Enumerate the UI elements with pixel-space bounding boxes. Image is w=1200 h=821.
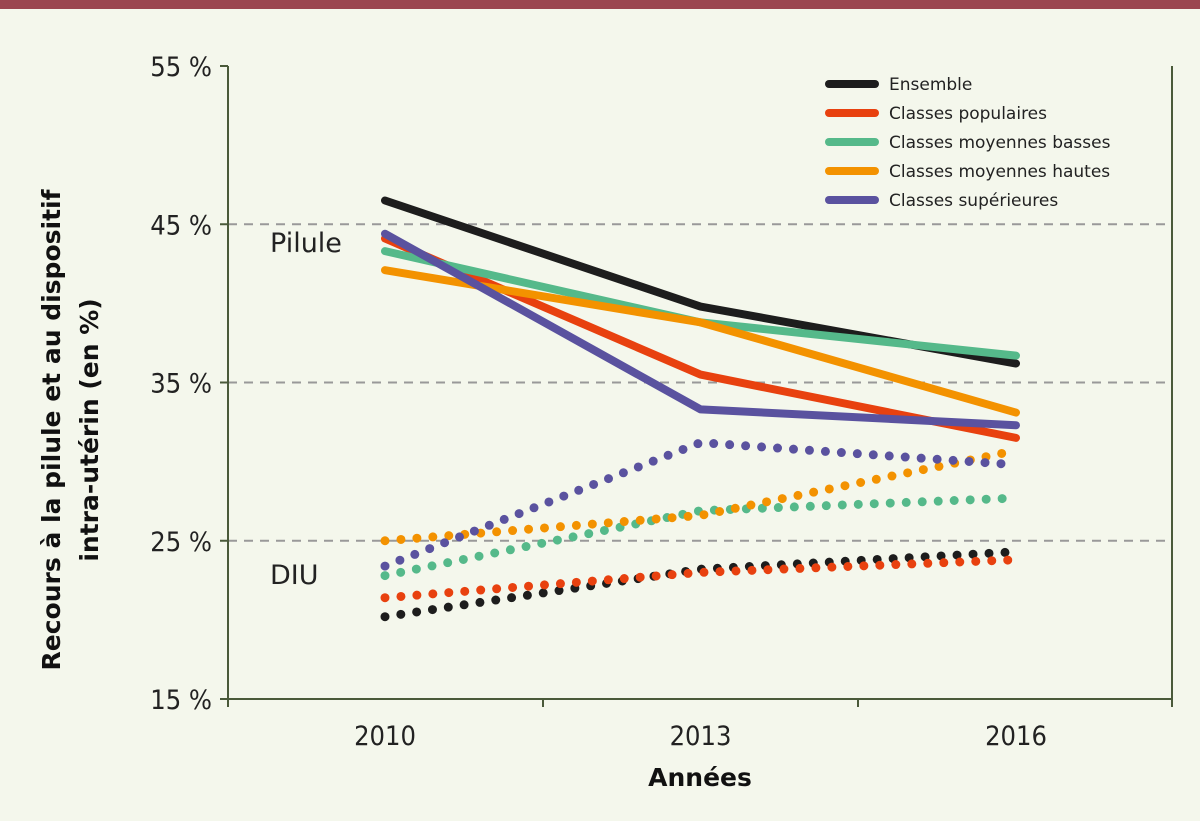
legend: Ensemble Classes populaires Classes moyenn…	[825, 75, 1111, 211]
top-accent-bar	[0, 0, 1200, 9]
x-tick-label: 2016	[985, 721, 1047, 752]
legend-label-ensemble: Ensemble	[889, 75, 972, 95]
series-diu-classes-moyennes-basses	[380, 493, 1021, 581]
y-axis-label-line1: Recours à la pilule et au dispositif	[37, 188, 66, 670]
series-diu-ensemble	[380, 547, 1021, 622]
x-tick-label: 2013	[670, 721, 732, 752]
y-tick-label: 15 %	[150, 685, 212, 716]
y-tick-label: 35 %	[150, 369, 212, 400]
series-pilule-classes-superieures	[381, 229, 1020, 430]
annotation-pilule: Pilule	[270, 228, 342, 259]
x-axis-label: Années	[648, 763, 752, 792]
series-pilule-classes-moyennes-hautes	[381, 266, 1020, 417]
legend-label-classes-moyennes-hautes: Classes moyennes hautes	[889, 162, 1110, 182]
legend-label-classes-moyennes-basses: Classes moyennes basses	[889, 133, 1111, 153]
legend-label-classes-populaires: Classes populaires	[889, 104, 1047, 124]
series-diu-classes-populaires	[380, 555, 1021, 603]
x-tick-label: 2010	[354, 721, 416, 752]
y-tick-label: 55 %	[150, 52, 212, 83]
y-tick-label: 25 %	[150, 527, 212, 558]
series-diu-classes-moyennes-hautes	[380, 446, 1021, 546]
annotation-diu: DIU	[270, 560, 319, 591]
legend-label-classes-superieures: Classes supérieures	[889, 191, 1058, 211]
y-axis-label-line2: intra-utérin (en %)	[75, 298, 104, 561]
series-diu-classes-superieures	[380, 438, 1021, 571]
y-tick-label: 45 %	[150, 210, 212, 241]
